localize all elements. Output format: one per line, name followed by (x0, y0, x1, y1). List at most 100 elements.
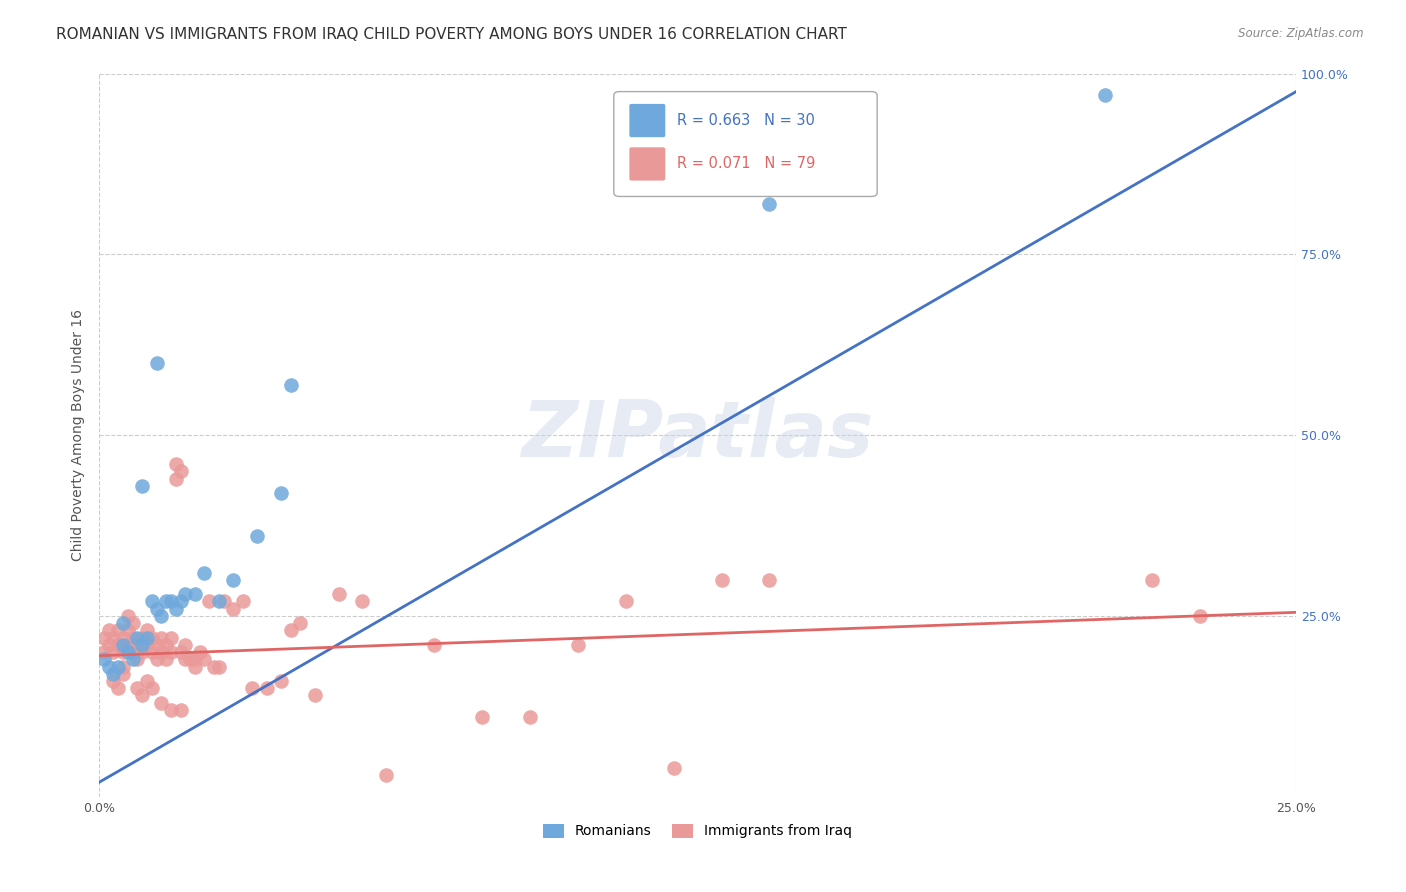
Point (103, 645, 125, 659)
Point (304, 689, 326, 703)
Point (150, 645, 173, 659)
Point (202, 659, 225, 673)
Point (222, 573, 245, 587)
Point (103, 673, 125, 688)
Point (117, 638, 139, 652)
Point (240, 681, 263, 696)
Point (93, 652, 115, 666)
Point (107, 638, 129, 652)
Y-axis label: Child Poverty Among Boys Under 16: Child Poverty Among Boys Under 16 (72, 310, 86, 561)
Point (165, 601, 187, 615)
Point (198, 594, 221, 608)
Point (174, 652, 197, 666)
Point (97, 624, 120, 638)
Point (145, 652, 167, 666)
Point (127, 652, 149, 666)
Point (184, 659, 207, 673)
Point (1189, 609, 1212, 624)
Point (141, 681, 163, 696)
Point (131, 479, 153, 493)
Point (121, 631, 143, 645)
Point (208, 594, 231, 608)
Point (1142, 573, 1164, 587)
Point (145, 601, 167, 615)
Point (188, 645, 211, 659)
Point (280, 377, 302, 392)
Point (136, 624, 159, 638)
Point (193, 566, 215, 580)
Point (155, 652, 177, 666)
Point (193, 652, 215, 666)
Point (136, 631, 159, 645)
Point (112, 659, 135, 673)
Point (127, 631, 149, 645)
Point (232, 594, 254, 608)
Point (155, 594, 177, 608)
Point (150, 631, 173, 645)
Point (97, 659, 120, 673)
Point (131, 645, 153, 659)
Point (471, 710, 494, 724)
Point (165, 457, 187, 471)
Point (184, 587, 207, 601)
Point (131, 689, 153, 703)
Point (145, 638, 167, 652)
Point (112, 666, 135, 681)
FancyBboxPatch shape (614, 92, 877, 196)
Point (121, 652, 143, 666)
Point (270, 673, 292, 688)
Point (121, 616, 143, 631)
Point (174, 587, 197, 601)
Point (150, 609, 173, 624)
Point (246, 529, 269, 543)
Point (112, 638, 135, 652)
Point (169, 703, 191, 717)
Point (127, 638, 149, 652)
Point (169, 594, 191, 608)
Text: Source: ZipAtlas.com: Source: ZipAtlas.com (1239, 27, 1364, 40)
Point (112, 645, 135, 659)
Point (375, 768, 398, 782)
Point (270, 486, 292, 500)
Point (662, 761, 685, 775)
Point (97, 638, 120, 652)
Point (131, 631, 153, 645)
Point (136, 673, 159, 688)
Text: ROMANIAN VS IMMIGRANTS FROM IRAQ CHILD POVERTY AMONG BOYS UNDER 16 CORRELATION C: ROMANIAN VS IMMIGRANTS FROM IRAQ CHILD P… (56, 27, 846, 42)
Point (107, 681, 129, 696)
Point (208, 659, 231, 673)
FancyBboxPatch shape (630, 147, 665, 180)
Point (117, 624, 139, 638)
Point (222, 601, 245, 615)
Point (519, 710, 541, 724)
Point (112, 631, 135, 645)
Point (212, 594, 235, 608)
Point (179, 652, 201, 666)
Point (103, 631, 125, 645)
Point (352, 594, 374, 608)
Text: ZIPatlas: ZIPatlas (522, 397, 873, 473)
Point (155, 638, 177, 652)
Point (127, 681, 149, 696)
Point (165, 471, 187, 485)
Point (107, 659, 129, 673)
Point (328, 587, 350, 601)
Point (169, 645, 191, 659)
Text: R = 0.071   N = 79: R = 0.071 N = 79 (678, 156, 815, 171)
Point (423, 638, 446, 652)
Text: R = 0.663   N = 30: R = 0.663 N = 30 (678, 113, 815, 128)
Point (141, 645, 163, 659)
Point (758, 573, 780, 587)
Point (160, 631, 183, 645)
Point (290, 616, 312, 631)
Point (136, 638, 159, 652)
Point (710, 573, 733, 587)
Point (141, 594, 163, 608)
Point (117, 645, 139, 659)
Point (93, 631, 115, 645)
Point (280, 624, 302, 638)
Point (160, 703, 183, 717)
Point (141, 631, 163, 645)
Point (169, 464, 191, 478)
Point (758, 196, 780, 211)
